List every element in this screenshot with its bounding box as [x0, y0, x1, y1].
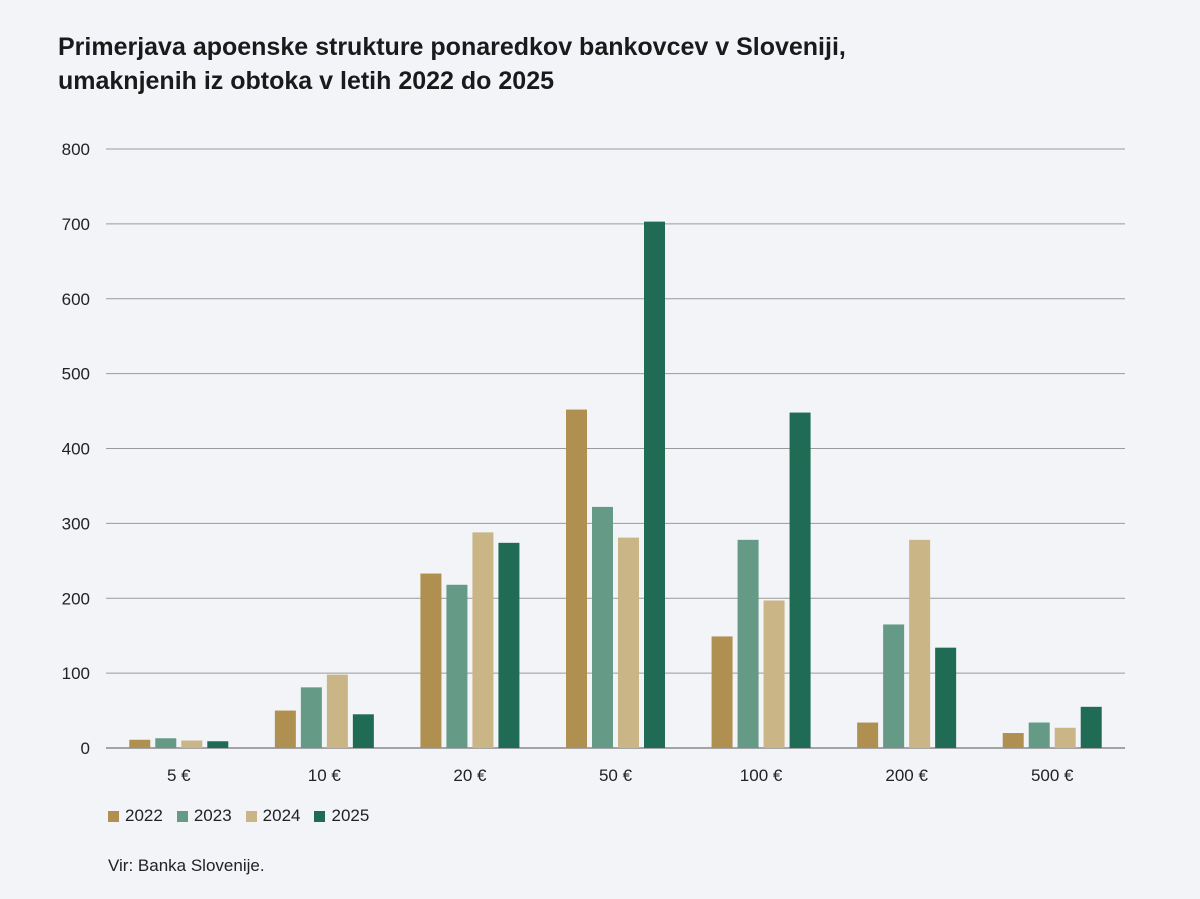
- legend: 2022 2023 2024 2025: [108, 806, 383, 826]
- bar-2025-2: [498, 542, 520, 748]
- bar-2024-4: [763, 600, 785, 748]
- x-tick-label: 10 €: [308, 766, 342, 785]
- legend-swatch-2025: [314, 810, 326, 822]
- legend-item-2024: 2024: [245, 806, 301, 826]
- legend-label-2024: 2024: [262, 806, 301, 825]
- chart-title-line-1: Primerjava apoenske strukture ponaredkov…: [58, 33, 846, 61]
- legend-item-2023: 2023: [176, 806, 232, 826]
- bar-2023-2: [446, 584, 468, 748]
- y-tick-label: 0: [81, 739, 90, 758]
- chart-title-line-2: umaknjenih iz obtoka v letih 2022 do 202…: [58, 67, 554, 95]
- bar-2022-0: [129, 739, 151, 748]
- legend-swatch-2024: [245, 810, 257, 822]
- legend-item-2022: 2022: [108, 806, 163, 826]
- x-tick-label: 200 €: [885, 766, 928, 785]
- bar-2023-3: [592, 506, 613, 748]
- legend-label-2025: 2025: [331, 806, 370, 825]
- bar-2023-5: [883, 624, 905, 748]
- bar-2024-5: [909, 539, 931, 748]
- bar-2025-5: [935, 647, 957, 748]
- y-tick-label: 100: [62, 664, 90, 683]
- bar-2022-5: [857, 722, 879, 748]
- legend-label-2022: 2022: [125, 806, 163, 825]
- bar-2025-0: [207, 741, 229, 748]
- bar-2024-3: [618, 537, 639, 748]
- bar-2023-4: [737, 539, 759, 748]
- bar-2025-3: [644, 221, 665, 748]
- bars: [129, 221, 1102, 748]
- bar-2023-6: [1028, 722, 1050, 748]
- chart-title: Primerjava apoenske strukture ponaredkov…: [58, 30, 1158, 98]
- legend-swatch-2022: [108, 810, 119, 822]
- y-tick-label: 800: [62, 140, 90, 159]
- bar-2022-1: [274, 710, 296, 748]
- y-tick-label: 600: [62, 290, 90, 309]
- bar-2022-4: [711, 636, 733, 748]
- bar-2022-3: [566, 409, 587, 748]
- bar-2024-6: [1054, 727, 1076, 748]
- y-tick-label: 700: [62, 215, 90, 234]
- y-tick-label: 200: [62, 589, 90, 608]
- legend-item-2025: 2025: [314, 806, 369, 826]
- y-tick-label: 400: [62, 440, 90, 459]
- y-axis-ticks: 0 100 200 300 400 500 600 700 800: [62, 140, 90, 758]
- x-tick-label: 50 €: [599, 766, 633, 785]
- legend-label-2023: 2023: [193, 806, 232, 825]
- x-tick-label: 20 €: [453, 766, 487, 785]
- bar-2025-1: [352, 714, 374, 748]
- x-tick-label: 5 €: [167, 766, 191, 785]
- bar-2025-6: [1080, 706, 1102, 748]
- bar-2025-4: [789, 412, 811, 748]
- bar-2023-1: [300, 687, 322, 748]
- source-note: Vir: Banka Slovenije.: [108, 856, 265, 875]
- x-axis-ticks: 5 € 10 € 20 € 50 € 100 € 200 € 500 €: [167, 766, 1074, 785]
- y-tick-label: 300: [62, 514, 90, 533]
- bar-2024-2: [472, 532, 494, 748]
- bar-2023-0: [155, 738, 177, 748]
- bar-2024-0: [181, 740, 203, 748]
- y-tick-label: 500: [62, 365, 90, 384]
- gridlines: [106, 148, 1125, 749]
- legend-swatch-2023: [176, 810, 188, 822]
- x-tick-label: 500 €: [1031, 766, 1074, 785]
- bar-2022-2: [420, 573, 442, 748]
- x-tick-label: 100 €: [740, 766, 783, 785]
- bar-2022-6: [1002, 733, 1024, 748]
- bar-2024-1: [326, 674, 348, 748]
